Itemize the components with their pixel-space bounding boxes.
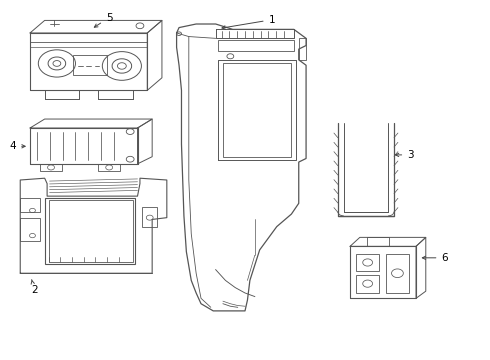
Bar — [40, 164, 62, 171]
Bar — [20, 198, 40, 212]
Bar — [367, 237, 389, 246]
Bar — [299, 39, 306, 60]
Text: 1: 1 — [222, 15, 275, 29]
Text: 4: 4 — [9, 141, 25, 151]
Bar — [45, 198, 135, 264]
Bar — [356, 275, 379, 293]
Bar — [73, 55, 107, 75]
Text: 5: 5 — [94, 13, 112, 27]
Text: 3: 3 — [395, 150, 414, 160]
Bar — [143, 207, 157, 226]
Text: 6: 6 — [422, 253, 448, 263]
Bar — [356, 253, 379, 271]
Bar — [386, 254, 409, 293]
Bar — [20, 218, 40, 241]
Bar — [98, 164, 121, 171]
Bar — [218, 40, 294, 51]
Bar — [49, 200, 133, 262]
Bar — [223, 63, 292, 157]
Text: 2: 2 — [31, 280, 38, 295]
